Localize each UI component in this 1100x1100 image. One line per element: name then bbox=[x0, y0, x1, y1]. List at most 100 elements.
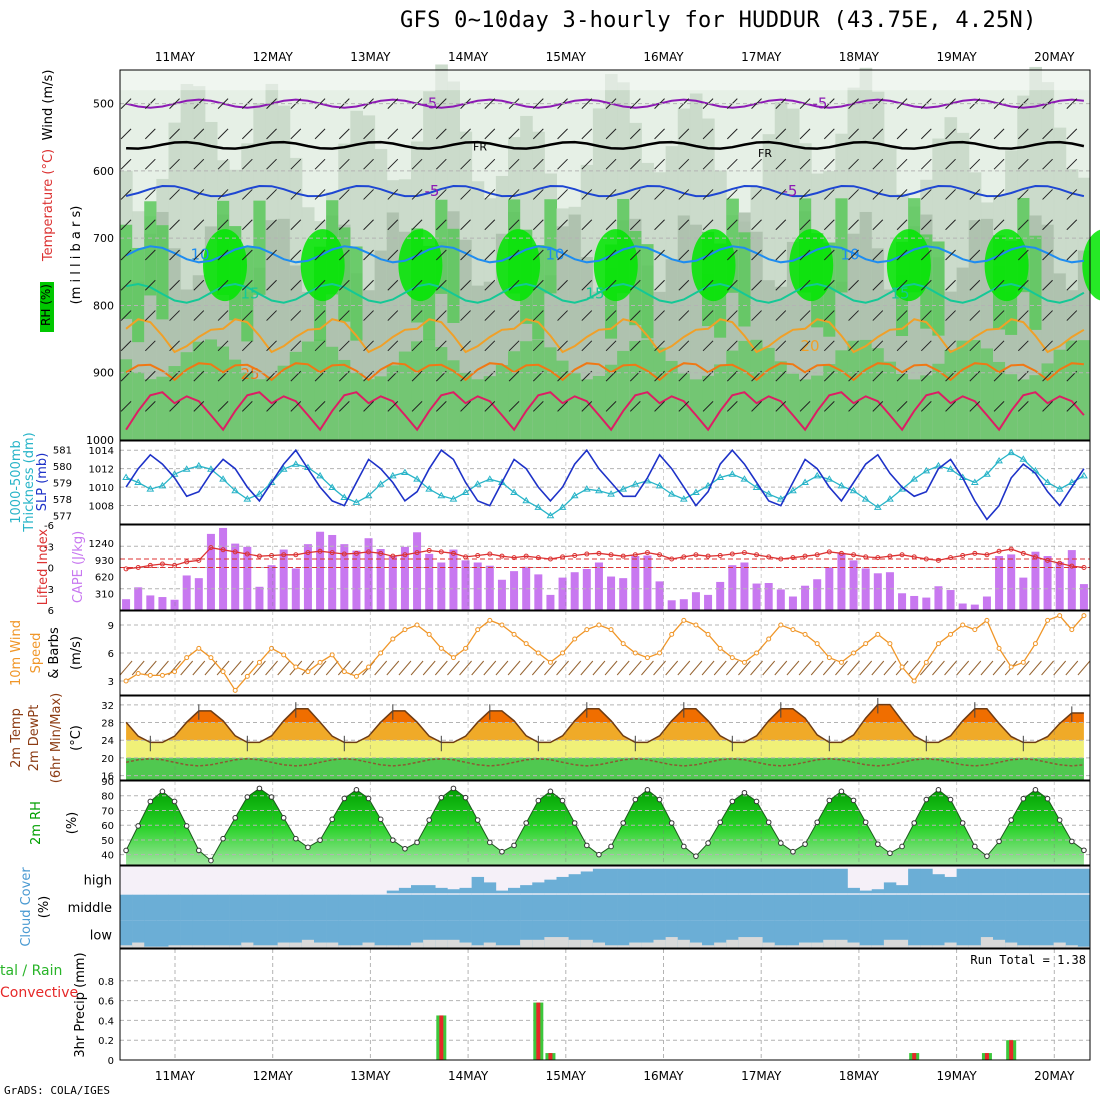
cloud-high-bar bbox=[386, 890, 400, 894]
wind-speed-point bbox=[838, 659, 844, 665]
wind-barb bbox=[654, 310, 665, 321]
wind-speed-point bbox=[196, 645, 202, 651]
precip-panel-frame bbox=[119, 948, 1091, 1061]
cloud-low-bar bbox=[641, 942, 654, 948]
cloud-low-bar bbox=[835, 939, 848, 948]
cloud-middle-bar bbox=[1077, 894, 1091, 921]
surface-wind-barb bbox=[495, 660, 509, 676]
cloud-middle-bar bbox=[568, 894, 582, 921]
cloud-high-bar bbox=[811, 868, 824, 894]
wind-barb bbox=[969, 370, 981, 382]
cloud-middle-bar bbox=[144, 894, 157, 921]
cloud-middle-bar bbox=[726, 894, 739, 921]
wind-speed-point bbox=[269, 645, 275, 651]
rh-axis-label: RH (%) bbox=[39, 284, 53, 326]
wind-speed-point bbox=[1008, 664, 1014, 670]
wind-speed-point bbox=[220, 669, 226, 675]
lifted-index-point bbox=[269, 552, 275, 558]
rh-shade-green-low bbox=[362, 379, 376, 440]
lifted-index-point bbox=[329, 550, 335, 556]
cloud-high-bar bbox=[799, 868, 812, 894]
rh-shade-green-low bbox=[374, 376, 388, 440]
x-label-top: 20MAY bbox=[1034, 50, 1075, 64]
thickness-point bbox=[425, 485, 434, 492]
rh-shade-green-low bbox=[471, 379, 485, 440]
lifted-index-point bbox=[802, 553, 808, 559]
rh-shade-green bbox=[132, 247, 145, 343]
wind-barb bbox=[387, 340, 399, 352]
rh2m-line bbox=[125, 787, 1085, 862]
wind-barb bbox=[896, 310, 908, 321]
wind-speed-point bbox=[135, 671, 141, 677]
thickness-point bbox=[595, 486, 603, 494]
lifted-index-point bbox=[911, 554, 917, 560]
lifted-index-point bbox=[741, 550, 747, 556]
wind-barb bbox=[629, 279, 641, 291]
wind-barb bbox=[217, 219, 229, 231]
wind-speed-point bbox=[402, 627, 408, 633]
thickness-point bbox=[704, 481, 712, 489]
wind-speed-point bbox=[948, 631, 954, 637]
x-label-bottom: 15MAY bbox=[546, 1069, 587, 1083]
cloud-low-bar bbox=[132, 942, 145, 948]
wind-barb bbox=[1017, 219, 1029, 231]
wind-barb bbox=[217, 279, 229, 291]
wind-barb bbox=[484, 219, 496, 231]
cloud-low-bar bbox=[702, 945, 715, 948]
cloud-high-bar bbox=[435, 887, 448, 894]
rh2m-point bbox=[244, 794, 251, 800]
cloud-low-bar bbox=[556, 937, 569, 948]
lifted-index-axis-label: Lifted Index bbox=[36, 528, 51, 605]
cloud-middle-bar bbox=[702, 894, 715, 921]
thickness-point bbox=[522, 496, 531, 504]
precip-convective-bar bbox=[984, 1053, 989, 1060]
cloud-high-bar bbox=[544, 879, 557, 894]
wind-barb bbox=[338, 279, 350, 291]
wind-barb bbox=[120, 219, 132, 231]
cape-bar bbox=[764, 583, 773, 610]
wind-barb bbox=[605, 219, 617, 231]
wind-speed-point bbox=[426, 631, 432, 637]
wind-barb bbox=[702, 279, 714, 291]
cape-bar bbox=[352, 550, 361, 610]
cloud-high-bar bbox=[641, 868, 654, 894]
contour-label: 10 bbox=[840, 245, 859, 263]
t2m-panel-frame bbox=[119, 695, 1091, 781]
cape-bar bbox=[122, 599, 131, 610]
lifted-index-point bbox=[414, 550, 420, 556]
wind-barb bbox=[411, 310, 423, 321]
lifted-index-point bbox=[123, 566, 129, 572]
lifted-index-point bbox=[899, 552, 905, 558]
wind-barb bbox=[969, 279, 981, 291]
cloud-middle-bar bbox=[993, 894, 1006, 921]
contour-label: FR bbox=[758, 147, 772, 160]
cloud-high-bar bbox=[580, 871, 594, 894]
wind-barb bbox=[629, 340, 641, 352]
wind-barb bbox=[532, 279, 544, 291]
wind-barb bbox=[144, 279, 156, 291]
x-label-top: 18MAY bbox=[839, 50, 880, 64]
lifted-index-point bbox=[184, 559, 190, 565]
wind-barb bbox=[654, 158, 665, 170]
cloud-high-bar bbox=[411, 885, 424, 894]
surface-wind-barb bbox=[471, 660, 485, 676]
wind-barb bbox=[484, 249, 496, 261]
wind-speed-point bbox=[875, 631, 881, 637]
lifted-index-point bbox=[1057, 560, 1063, 566]
rh-bright-core bbox=[691, 229, 736, 302]
cloud-middle-bar bbox=[859, 894, 873, 921]
thickness-point bbox=[376, 480, 385, 487]
cloud-low-bg bbox=[944, 920, 957, 948]
cloud-low-bar bbox=[920, 945, 933, 948]
rh2m-point bbox=[135, 823, 141, 829]
wind-barb bbox=[169, 401, 180, 412]
cloud-low-bg bbox=[253, 920, 266, 948]
cape-bar bbox=[946, 590, 955, 610]
wind-barb bbox=[945, 98, 956, 109]
wind-barb bbox=[605, 189, 617, 200]
lifted-index-point bbox=[814, 552, 820, 558]
rh-shade-green-low bbox=[689, 379, 703, 440]
wind-barb bbox=[799, 158, 811, 170]
surface-wind-barb bbox=[847, 660, 860, 676]
cape-bar bbox=[194, 578, 203, 610]
